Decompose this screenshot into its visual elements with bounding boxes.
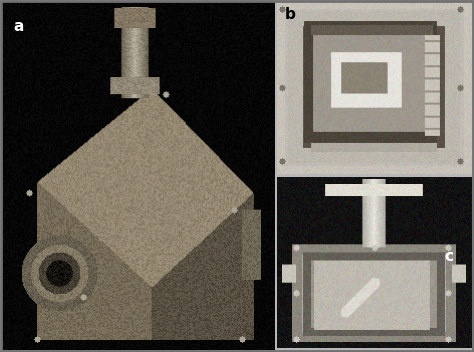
Text: a: a	[13, 19, 24, 34]
Text: c: c	[445, 249, 454, 264]
Text: b: b	[285, 7, 296, 22]
